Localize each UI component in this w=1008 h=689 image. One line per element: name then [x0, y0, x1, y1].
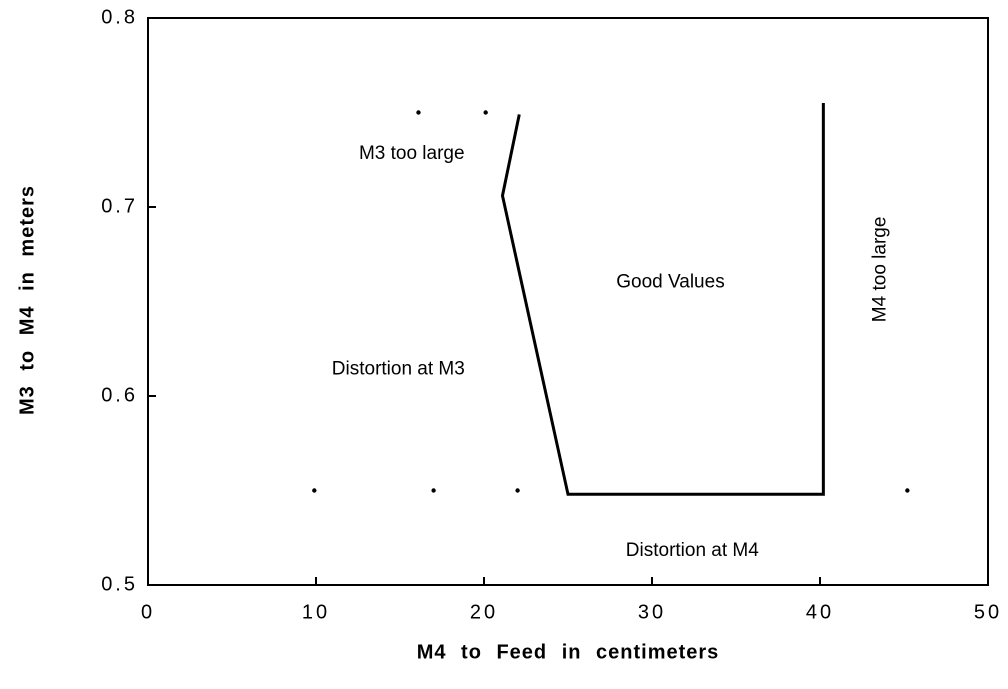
- dot: [312, 488, 317, 493]
- x-axis-label: M4 to Feed in centimeters: [417, 641, 720, 663]
- dot: [431, 488, 436, 493]
- y-tick-label: 0.5: [101, 573, 138, 595]
- x-tick-label: 20: [470, 601, 498, 623]
- annotation: M3 too large: [359, 143, 465, 164]
- dot: [905, 488, 910, 493]
- annotation: M4 too large: [869, 217, 890, 323]
- annotation: Distortion at M4: [626, 540, 759, 561]
- x-tick-label: 10: [302, 601, 330, 623]
- x-tick-label: 30: [638, 601, 666, 623]
- boundary-line: [500, 103, 825, 496]
- dot: [483, 110, 488, 115]
- y-tick-label: 0.8: [101, 6, 138, 28]
- x-tick-label: 40: [806, 601, 834, 623]
- annotation: Good Values: [616, 272, 724, 293]
- y-tick-label: 0.6: [101, 384, 138, 406]
- plot-frame: [147, 17, 989, 586]
- y-tick-label: 0.7: [101, 195, 138, 217]
- x-tick-label: 0: [141, 601, 155, 623]
- x-tick-label: 50: [974, 601, 1002, 623]
- y-axis-label: M3 to M4 in meters: [16, 185, 38, 415]
- dot: [416, 110, 421, 115]
- annotation: Distortion at M3: [332, 359, 465, 380]
- dot: [515, 488, 520, 493]
